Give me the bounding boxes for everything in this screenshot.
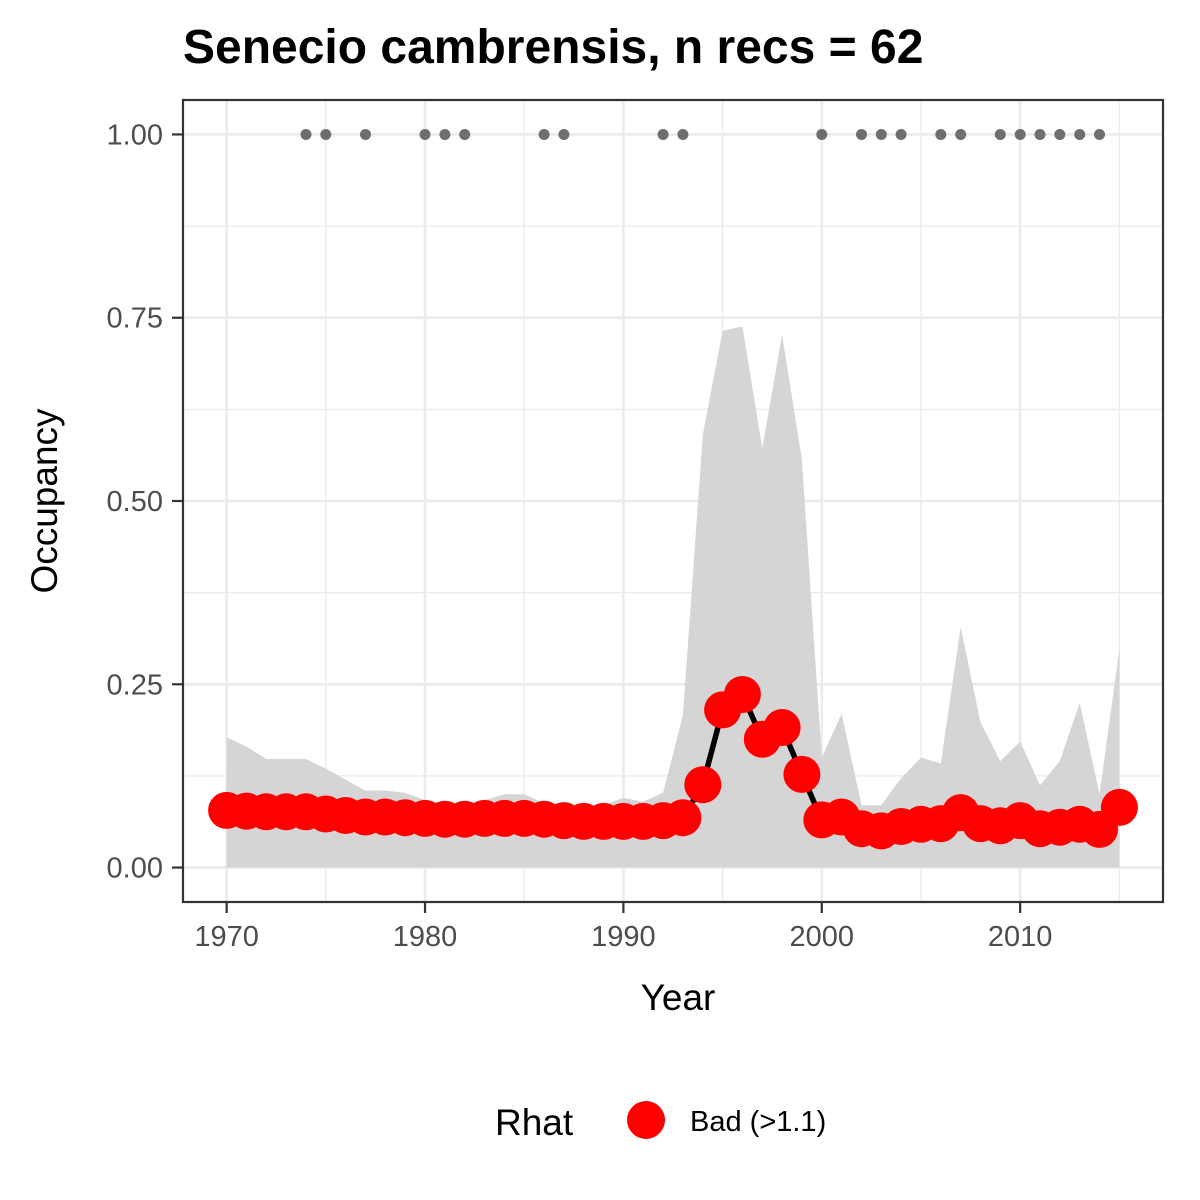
record-dot (677, 129, 689, 140)
legend-label-bad-rhat: Bad (>1.1) (690, 1106, 826, 1138)
occupancy-point (723, 676, 761, 713)
occupancy-point (664, 799, 702, 837)
record-dot (360, 129, 371, 140)
legend: Rhat Bad (>1.1) (495, 1101, 826, 1143)
occupancy-point (1100, 788, 1138, 826)
record-dot (955, 129, 967, 140)
record-dot (935, 129, 947, 140)
record-dot (419, 129, 431, 140)
x-tick-label: 2000 (790, 921, 855, 953)
record-dot (558, 129, 570, 140)
record-dot (459, 129, 471, 140)
plot-panel: 1970 1980 1990 2000 2010 0.00 0.25 0.50 0.75 1.00 (107, 98, 1165, 953)
y-tick-label: 0.50 (107, 486, 163, 518)
record-dot (300, 129, 312, 140)
record-dot (538, 129, 550, 140)
occupancy-point (684, 766, 722, 804)
record-dot (439, 129, 451, 140)
record-dot (895, 129, 907, 140)
legend-title: Rhat (495, 1102, 574, 1143)
x-tick-label: 1980 (393, 921, 458, 953)
credible-interval-ribbon (226, 326, 1120, 868)
record-dot (320, 129, 332, 140)
x-tick-label: 1990 (591, 921, 656, 953)
record-dot (1074, 129, 1086, 140)
record-dot (856, 129, 867, 140)
y-axis-title: Occupancy (24, 408, 65, 594)
x-axis-title: Year (641, 977, 716, 1018)
record-dot (994, 129, 1006, 140)
y-tick-label: 0.75 (107, 303, 163, 335)
record-dot (875, 129, 887, 140)
record-dot (1054, 129, 1066, 140)
x-tick-label: 1970 (194, 921, 259, 953)
y-tick-label: 1.00 (107, 119, 163, 151)
legend-key-bad-rhat (627, 1101, 665, 1139)
record-dot (816, 129, 828, 140)
record-dot (1094, 129, 1105, 140)
record-dot (1034, 129, 1046, 140)
x-tick-label: 2010 (988, 921, 1053, 953)
y-tick-label: 0.25 (107, 669, 163, 701)
record-dot (1014, 129, 1026, 140)
occupancy-point (763, 709, 801, 746)
chart-title: Senecio cambrensis, n recs = 62 (183, 21, 923, 74)
y-tick-label: 0.00 (107, 853, 163, 885)
occupancy-point (783, 755, 821, 793)
record-dot (657, 129, 669, 140)
